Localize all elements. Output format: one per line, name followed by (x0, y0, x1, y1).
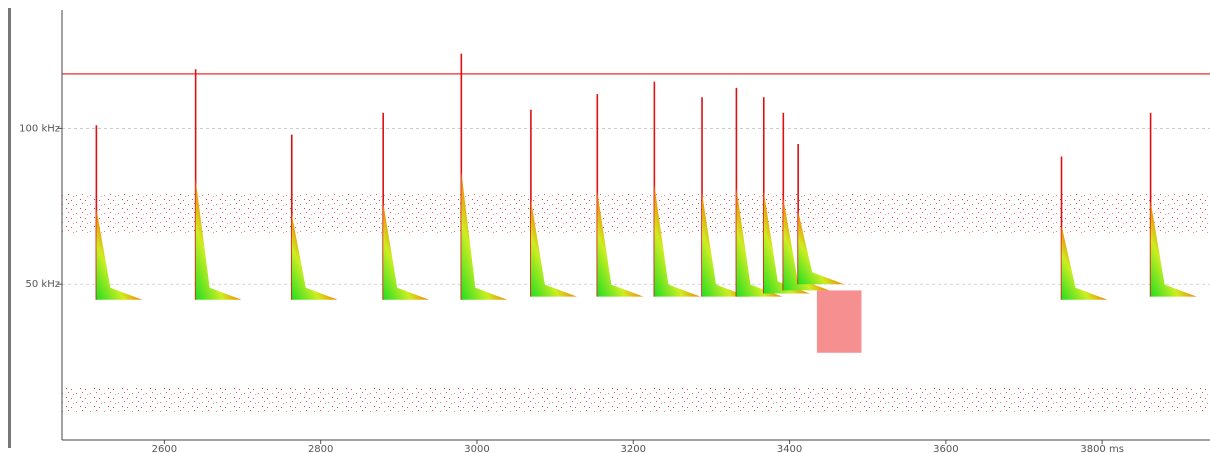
side-bar (8, 8, 11, 448)
call-body (291, 213, 338, 300)
x-tick-label: 3000 (464, 444, 489, 453)
call-body (798, 211, 845, 285)
call-body (763, 191, 810, 294)
x-tick-label: 3600 (933, 444, 958, 453)
x-tick-label: 3800 ms (1080, 444, 1124, 453)
call-body (383, 202, 430, 300)
call-body (654, 184, 701, 297)
x-tick-label: 2800 (308, 444, 333, 453)
noise-band (62, 387, 1210, 412)
call-body (1061, 225, 1108, 300)
x-tick-label: 3400 (777, 444, 802, 453)
y-tick-label: 100 kHz (19, 123, 60, 134)
x-tick-label: 2600 (152, 444, 177, 453)
feeding-buzz (816, 290, 862, 353)
call-body (702, 192, 749, 297)
call-body (96, 209, 143, 300)
call-body (461, 171, 508, 300)
call-body (736, 188, 783, 297)
call-body (195, 179, 242, 300)
noise-band (62, 193, 1210, 235)
call-body (530, 199, 577, 297)
call-body (597, 191, 644, 297)
x-tick-label: 3200 (621, 444, 646, 453)
call-body (783, 198, 830, 291)
call-body (1150, 201, 1197, 297)
y-tick-label: 50 kHz (26, 279, 60, 290)
